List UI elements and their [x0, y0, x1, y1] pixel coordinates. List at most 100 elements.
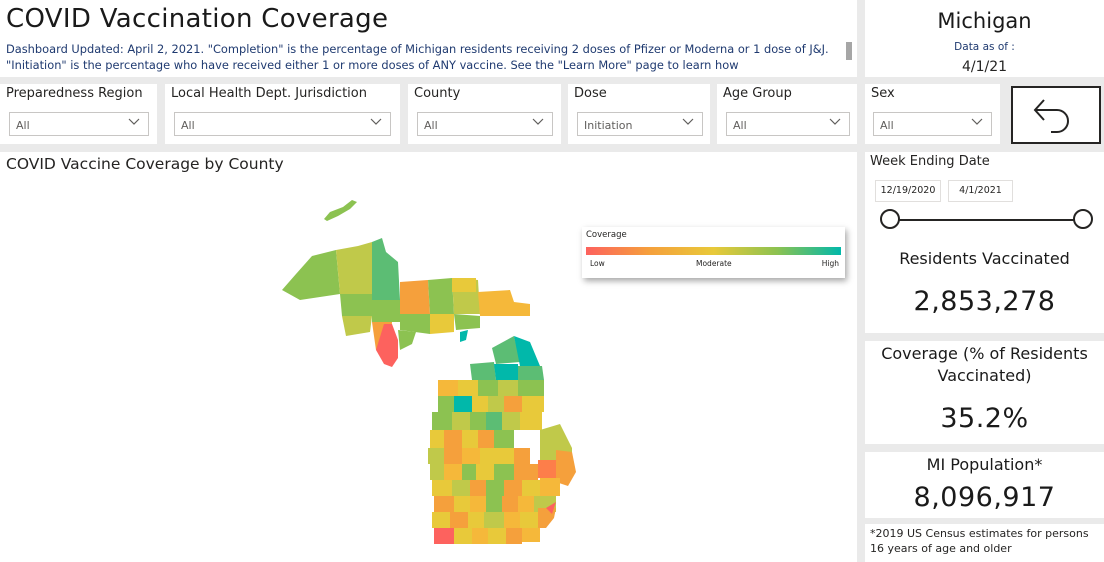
county-region[interactable]: [434, 496, 454, 512]
county-region[interactable]: [518, 366, 544, 380]
county-region[interactable]: [498, 380, 518, 396]
description-scrollbar[interactable]: [846, 42, 852, 60]
county-region[interactable]: [478, 290, 530, 316]
county-region[interactable]: [520, 512, 538, 528]
county-region[interactable]: [444, 464, 462, 480]
county-region[interactable]: [494, 364, 518, 380]
county-region[interactable]: [496, 448, 514, 464]
end-date-input[interactable]: 4/1/2021: [948, 180, 1013, 202]
county-region[interactable]: [372, 238, 400, 300]
age-group-dropdown[interactable]: All: [726, 112, 850, 136]
county-region[interactable]: [540, 478, 560, 496]
county-region[interactable]: [492, 336, 520, 364]
county-region[interactable]: [472, 396, 488, 412]
county-region[interactable]: [454, 496, 470, 512]
county-region[interactable]: [506, 528, 522, 544]
county-region[interactable]: [452, 278, 476, 292]
county-dropdown[interactable]: All: [417, 112, 553, 136]
county-region[interactable]: [430, 464, 444, 480]
county-region[interactable]: [502, 412, 520, 430]
county-region[interactable]: [484, 512, 504, 528]
county-region[interactable]: [444, 430, 462, 448]
sex-dropdown[interactable]: All: [873, 112, 992, 136]
county-region[interactable]: [514, 448, 530, 464]
county-region[interactable]: [450, 512, 468, 528]
county-region[interactable]: [488, 528, 506, 544]
date-slider-end-handle[interactable]: [1073, 209, 1093, 229]
county-region[interactable]: [324, 200, 357, 221]
county-region[interactable]: [462, 430, 478, 448]
county-region[interactable]: [520, 412, 542, 430]
county-region[interactable]: [428, 278, 454, 314]
county-region[interactable]: [470, 496, 486, 512]
county-region[interactable]: [546, 502, 556, 514]
county-region[interactable]: [398, 330, 416, 350]
county-region[interactable]: [502, 496, 518, 512]
county-region[interactable]: [488, 396, 504, 412]
county-region[interactable]: [342, 316, 372, 336]
county-region[interactable]: [460, 330, 468, 342]
county-region[interactable]: [504, 396, 522, 412]
county-region[interactable]: [504, 480, 522, 496]
county-region[interactable]: [340, 294, 372, 316]
dose-dropdown[interactable]: Initiation: [577, 112, 703, 136]
county-region[interactable]: [452, 412, 470, 430]
county-region[interactable]: [454, 528, 472, 544]
county-region[interactable]: [480, 448, 496, 464]
county-region[interactable]: [486, 496, 502, 512]
county-region[interactable]: [476, 464, 494, 480]
county-region[interactable]: [438, 396, 454, 412]
county-region[interactable]: [434, 528, 454, 544]
date-slider-track[interactable]: [890, 219, 1083, 221]
county-region[interactable]: [458, 380, 478, 396]
county-region[interactable]: [494, 464, 514, 480]
michigan-county-map[interactable]: [0, 152, 857, 562]
county-region[interactable]: [514, 336, 540, 366]
county-region[interactable]: [472, 528, 488, 544]
local-health-dept-dropdown[interactable]: All: [174, 112, 391, 136]
dropdown-value: All: [181, 119, 195, 132]
county-region[interactable]: [522, 528, 540, 542]
county-region[interactable]: [282, 250, 340, 300]
county-region[interactable]: [470, 480, 486, 496]
county-region[interactable]: [438, 380, 458, 396]
county-region[interactable]: [454, 314, 480, 330]
back-button[interactable]: [1011, 86, 1101, 144]
county-region[interactable]: [522, 480, 540, 496]
county-region[interactable]: [462, 464, 476, 480]
county-region[interactable]: [400, 280, 430, 314]
county-region[interactable]: [470, 412, 486, 430]
county-region[interactable]: [468, 512, 484, 528]
county-region[interactable]: [486, 480, 504, 496]
county-region[interactable]: [432, 512, 450, 528]
county-region[interactable]: [454, 396, 472, 412]
county-region[interactable]: [478, 430, 494, 448]
county-region[interactable]: [432, 412, 452, 430]
county-region[interactable]: [444, 448, 462, 464]
county-region[interactable]: [452, 480, 470, 496]
county-region[interactable]: [486, 412, 502, 430]
county-region[interactable]: [538, 460, 556, 478]
county-region[interactable]: [430, 430, 444, 448]
county-region[interactable]: [494, 430, 514, 448]
county-region[interactable]: [504, 512, 520, 528]
preparedness-region-dropdown[interactable]: All: [9, 112, 149, 136]
county-region[interactable]: [372, 300, 400, 322]
county-region[interactable]: [522, 396, 544, 412]
county-region[interactable]: [518, 496, 534, 512]
county-region[interactable]: [430, 314, 454, 334]
county-region[interactable]: [514, 464, 538, 480]
start-date-input[interactable]: 12/19/2020: [875, 180, 941, 202]
county-region[interactable]: [478, 380, 498, 396]
county-region[interactable]: [432, 480, 452, 496]
county-region[interactable]: [470, 362, 496, 380]
county-region[interactable]: [556, 450, 576, 486]
date-slider-start-handle[interactable]: [880, 209, 900, 229]
county-region[interactable]: [538, 508, 556, 528]
county-region[interactable]: [336, 242, 372, 294]
county-region[interactable]: [376, 324, 398, 367]
county-region[interactable]: [462, 448, 480, 464]
county-region[interactable]: [518, 380, 544, 396]
county-region[interactable]: [400, 314, 430, 334]
county-region[interactable]: [428, 448, 444, 464]
